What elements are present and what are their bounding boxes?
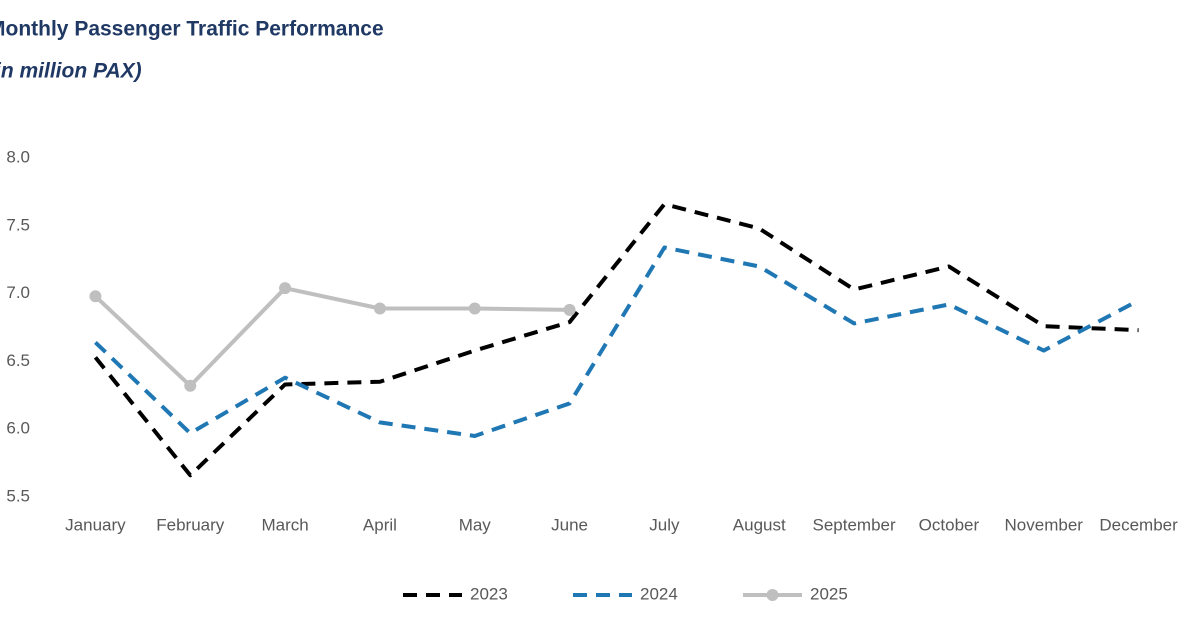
x-tick-label: November [1005, 515, 1084, 534]
legend-label: 2024 [640, 584, 678, 603]
x-tick-label: August [733, 515, 786, 534]
y-tick-label: 7.0 [6, 283, 30, 302]
chart-subtitle: (in million PAX) [0, 60, 142, 83]
legend-label: 2023 [470, 584, 508, 603]
y-tick-label: 6.5 [6, 351, 30, 370]
x-tick-label: October [919, 515, 980, 534]
x-tick-label: January [65, 515, 126, 534]
y-tick-label: 7.5 [6, 215, 30, 234]
data-point [563, 303, 576, 316]
legend-label: 2025 [810, 584, 848, 603]
y-tick-label: 8.0 [6, 147, 30, 166]
series-line [94, 286, 570, 388]
x-tick-label: February [156, 515, 225, 534]
y-tick-label: 5.5 [6, 486, 30, 505]
chart-title: Monthly Passenger Traffic Performance [0, 18, 384, 41]
data-point [279, 282, 292, 295]
x-tick-label: September [812, 515, 895, 534]
x-tick-label: December [1099, 515, 1178, 534]
series-line [94, 245, 1140, 438]
data-point [468, 302, 481, 315]
data-point [184, 379, 197, 392]
x-tick-label: April [363, 515, 397, 534]
series-line [93, 202, 1139, 478]
data-point [89, 290, 102, 303]
data-point [373, 302, 386, 315]
y-tick-label: 6.0 [6, 419, 30, 438]
x-tick-label: June [551, 515, 588, 534]
x-tick-label: March [261, 515, 308, 534]
x-tick-label: July [649, 515, 680, 534]
x-tick-label: May [459, 515, 492, 534]
legend-marker [766, 589, 779, 601]
